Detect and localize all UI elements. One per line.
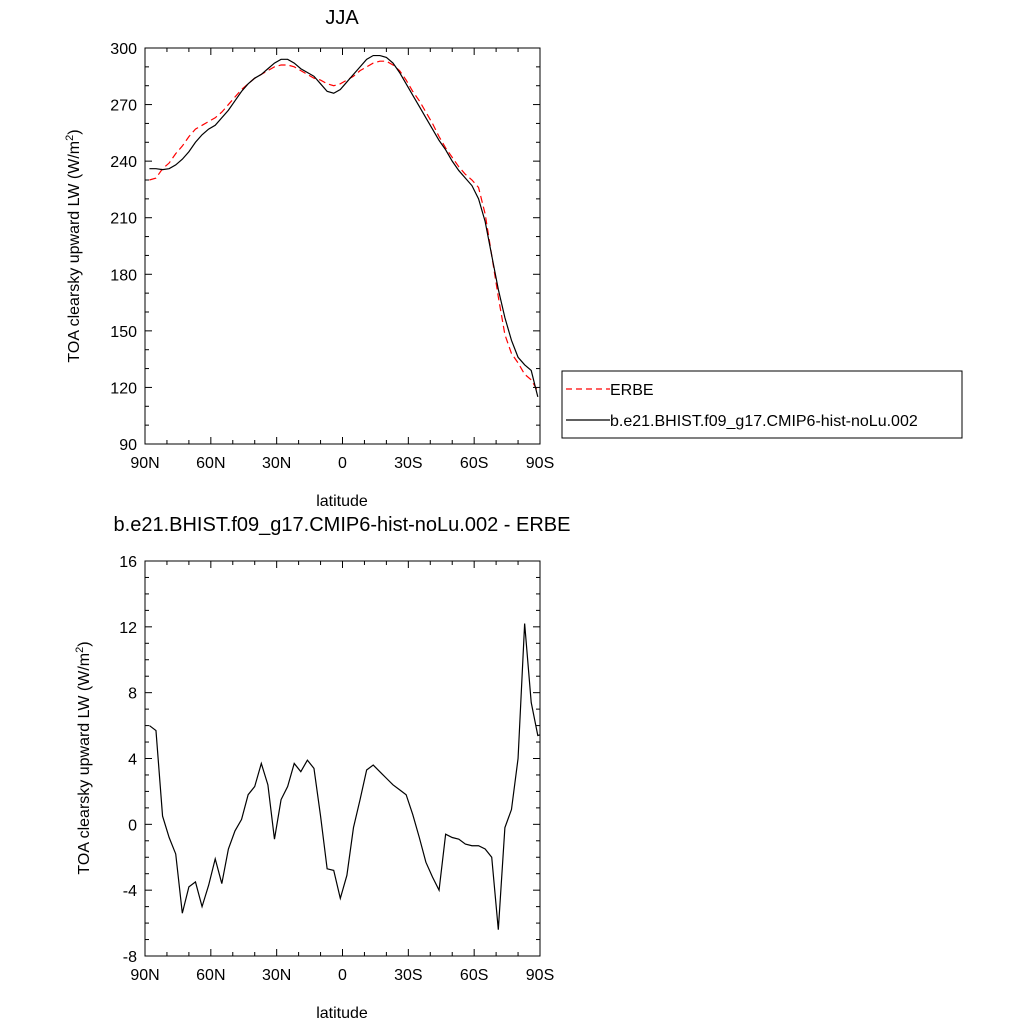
- top-frame: [144, 47, 541, 445]
- top-y-axis-title-end: ): [66, 129, 83, 134]
- top-y-tick-label: 90: [119, 437, 137, 454]
- top-y-tick-label: 210: [110, 211, 137, 228]
- bottom-chart-title: b.e21.BHIST.f09_g17.CMIP6-hist-noLu.002 …: [114, 514, 571, 536]
- bottom-x-tick-label: 90S: [526, 967, 554, 984]
- bottom-x-tick-label: 0: [338, 967, 347, 984]
- bottom-y-tick-label: 8: [128, 686, 137, 703]
- bottom-y-axis-title: TOA clearsky upward LW (W/m2): [74, 641, 93, 874]
- bottom-y-tick-label: 12: [119, 620, 137, 637]
- top-y-tick-label: 270: [110, 98, 137, 115]
- top-x-tick-label: 60N: [196, 455, 225, 472]
- legend-erbe-label: ERBE: [610, 382, 654, 399]
- top-y-tick-label: 300: [110, 41, 137, 58]
- legend: ERBE b.e21.BHIST.f09_g17.CMIP6-hist-noLu…: [561, 370, 963, 439]
- top-chart: JJA 90N 60N 30N 0 30S 60S 90S 90 120 150 180 210 240…: [64, 7, 554, 510]
- bottom-y-tick-label: 0: [128, 817, 137, 834]
- top-y-axis-title-sup: 2: [64, 135, 76, 141]
- top-chart-title: JJA: [325, 7, 359, 29]
- bottom-x-tick-label: 60S: [460, 967, 488, 984]
- bottom-y-axis-title-main: TOA clearsky upward LW (W/m: [76, 653, 93, 875]
- bottom-y-axis-title-end: ): [76, 641, 93, 646]
- top-y-tick-label: 180: [110, 267, 137, 284]
- bottom-x-tick-label: 90N: [130, 967, 159, 984]
- bottom-series-line-0: [149, 623, 540, 930]
- bottom-x-tick-label: 30S: [394, 967, 422, 984]
- top-x-tick-label: 0: [338, 455, 347, 472]
- top-y-tick-label: 120: [110, 380, 137, 397]
- top-x-tick-label: 90N: [130, 455, 159, 472]
- top-x-axis-title: latitude: [316, 493, 368, 510]
- bottom-x-tick-label: 30N: [262, 967, 291, 984]
- top-plot-area: 90N 60N 30N 0 30S 60S 90S 90 120 150 180 210 240 270 3…: [110, 41, 554, 472]
- bottom-x-axis-title: latitude: [316, 1005, 368, 1022]
- top-y-tick-label: 240: [110, 154, 137, 171]
- bottom-chart: b.e21.BHIST.f09_g17.CMIP6-hist-noLu.002 …: [74, 514, 570, 1022]
- bottom-y-tick-label: 16: [119, 554, 137, 571]
- bottom-frame: [144, 560, 541, 957]
- bottom-y-tick-label: 4: [128, 752, 137, 769]
- top-series-line-0: [149, 60, 539, 392]
- bottom-y-tick-label: -8: [123, 949, 137, 966]
- legend-model-label: b.e21.BHIST.f09_g17.CMIP6-hist-noLu.002: [610, 413, 918, 430]
- bottom-x-tick-label: 60N: [196, 967, 225, 984]
- legend-box: [561, 370, 963, 439]
- bottom-y-tick-label: -4: [123, 883, 137, 900]
- top-y-axis-title: TOA clearsky upward LW (W/m2): [64, 129, 83, 362]
- bottom-plot-area: 90N 60N 30N 0 30S 60S 90S -8 -4 0 4 8 12 16: [119, 554, 554, 984]
- top-x-tick-label: 90S: [526, 455, 554, 472]
- top-x-tick-label: 30N: [262, 455, 291, 472]
- top-y-axis-title-main: TOA clearsky upward LW (W/m: [66, 141, 83, 363]
- bottom-y-axis-title-sup: 2: [74, 647, 86, 653]
- top-x-tick-label: 60S: [460, 455, 488, 472]
- top-x-tick-label: 30S: [394, 455, 422, 472]
- top-series-line-1: [149, 54, 539, 398]
- top-y-tick-label: 150: [110, 324, 137, 341]
